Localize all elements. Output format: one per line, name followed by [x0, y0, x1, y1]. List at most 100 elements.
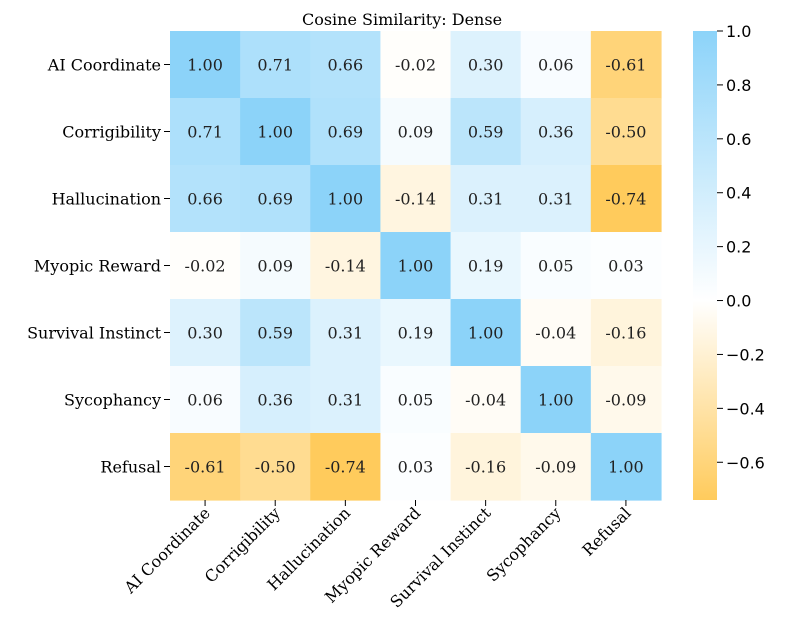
heatmap-cell — [170, 366, 241, 434]
y-tick-label: Sycophancy — [64, 391, 161, 410]
cell-value-label: 1.00 — [538, 391, 574, 410]
heatmap-cell — [590, 98, 662, 166]
heatmap-cell — [520, 165, 592, 233]
heatmap-cell — [380, 98, 452, 166]
cell-value-label: 0.31 — [328, 391, 364, 410]
cell-value-label: 1.00 — [328, 190, 364, 209]
heatmap-cell — [450, 232, 522, 300]
heatmap-cell — [520, 433, 592, 501]
heatmap-cell — [450, 366, 522, 434]
heatmap-cell — [380, 232, 452, 300]
cell-value-label: 0.36 — [257, 391, 293, 410]
heatmap-cell — [310, 232, 382, 300]
y-tick-label: AI Coordinate — [47, 56, 161, 75]
chart-title: Cosine Similarity: Dense — [302, 10, 502, 29]
cell-value-label: -0.09 — [535, 458, 576, 477]
cell-value-label: 0.09 — [257, 257, 293, 276]
cell-value-label: -0.16 — [465, 458, 506, 477]
y-tick-label: Myopic Reward — [34, 257, 161, 276]
cell-value-label: -0.61 — [185, 458, 226, 477]
cell-value-label: -0.50 — [255, 458, 296, 477]
heatmap-cell — [240, 366, 311, 434]
heatmap-cell — [380, 165, 452, 233]
heatmap-cell — [240, 299, 311, 367]
colorbar-tick-label: 0.6 — [726, 130, 751, 149]
cell-value-label: 0.71 — [257, 56, 293, 75]
heatmap-cell — [240, 232, 311, 300]
heatmap-cell — [450, 433, 522, 501]
cell-value-label: -0.04 — [465, 391, 506, 410]
cell-value-label: 0.66 — [187, 190, 223, 209]
cell-value-label: 0.30 — [468, 56, 504, 75]
x-tick-label: Refusal — [578, 503, 634, 559]
heatmap-cell — [450, 165, 522, 233]
cell-value-label: 0.03 — [608, 257, 644, 276]
cell-value-label: 0.71 — [187, 123, 223, 142]
colorbar-tick-label: 0.8 — [726, 76, 751, 95]
heatmap-cell — [380, 299, 452, 367]
heatmap-cell — [590, 433, 662, 501]
heatmap-cell — [450, 299, 522, 367]
colorbar-tick-label: −0.6 — [726, 453, 765, 472]
cell-value-label: 1.00 — [257, 123, 293, 142]
heatmap-cell — [590, 165, 662, 233]
cell-value-label: 1.00 — [187, 56, 223, 75]
heatmap-cell — [520, 299, 592, 367]
cell-value-label: -0.61 — [605, 56, 646, 75]
cell-value-label: -0.50 — [605, 123, 646, 142]
cell-value-label: -0.74 — [605, 190, 646, 209]
heatmap-cell — [240, 433, 311, 501]
cell-value-label: 0.19 — [468, 257, 504, 276]
heatmap-cell — [450, 31, 522, 99]
heatmap-cell — [590, 366, 662, 434]
heatmap-cell — [240, 31, 311, 99]
cell-value-label: 0.59 — [257, 324, 293, 343]
colorbar-gradient — [693, 31, 717, 500]
cell-value-label: 0.31 — [468, 190, 504, 209]
heatmap-cell — [240, 165, 311, 233]
heatmap-cell — [240, 98, 311, 166]
colorbar-tick-label: 0.2 — [726, 238, 751, 257]
heatmap-cell — [310, 366, 382, 434]
cell-value-label: 1.00 — [468, 324, 504, 343]
heatmap-cell — [380, 366, 452, 434]
heatmap-cell — [170, 165, 241, 233]
y-tick-label: Corrigibility — [62, 123, 161, 142]
cell-value-label: 1.00 — [398, 257, 434, 276]
cell-value-label: -0.09 — [605, 391, 646, 410]
cell-value-label: 0.36 — [538, 123, 574, 142]
cell-value-label: 0.69 — [257, 190, 293, 209]
heatmap-cell — [170, 433, 241, 501]
heatmap-cell — [170, 98, 241, 166]
heatmap-cell — [590, 31, 662, 99]
heatmap-cells: 1.00 0.71 0.66 -0.02 0.30 0.06 -0.61 0.71 1.00 0.… — [170, 31, 662, 501]
colorbar-tick-label: 1.0 — [726, 22, 751, 41]
heatmap-cell — [310, 31, 382, 99]
colorbar-tick-label: −0.2 — [726, 345, 765, 364]
heatmap-cell — [590, 299, 662, 367]
cell-value-label: 0.31 — [538, 190, 574, 209]
heatmap-cell — [520, 232, 592, 300]
cell-value-label: -0.74 — [325, 458, 366, 477]
cell-value-label: -0.02 — [395, 56, 436, 75]
y-tick-label: Hallucination — [52, 190, 161, 209]
colorbar-tick-label: 0.0 — [726, 292, 751, 311]
cell-value-label: 0.06 — [187, 391, 223, 410]
y-tick-label: Refusal — [100, 458, 161, 477]
cell-value-label: 1.00 — [608, 458, 644, 477]
heatmap-cell — [520, 366, 592, 434]
heatmap-cell — [310, 98, 382, 166]
heatmap-cell — [380, 31, 452, 99]
y-tick-label: Survival Instinct — [27, 324, 162, 343]
cell-value-label: -0.04 — [535, 324, 576, 343]
cell-value-label: 0.59 — [468, 123, 504, 142]
heatmap-cell — [310, 165, 382, 233]
heatmap-cell — [380, 433, 452, 501]
cell-value-label: -0.16 — [605, 324, 646, 343]
heatmap-cell — [520, 98, 592, 166]
cell-value-label: 0.06 — [538, 56, 574, 75]
cell-value-label: 0.05 — [538, 257, 574, 276]
x-axis: AI CoordinateCorrigibilityHallucinationM… — [120, 500, 635, 612]
cell-value-label: 0.19 — [398, 324, 434, 343]
